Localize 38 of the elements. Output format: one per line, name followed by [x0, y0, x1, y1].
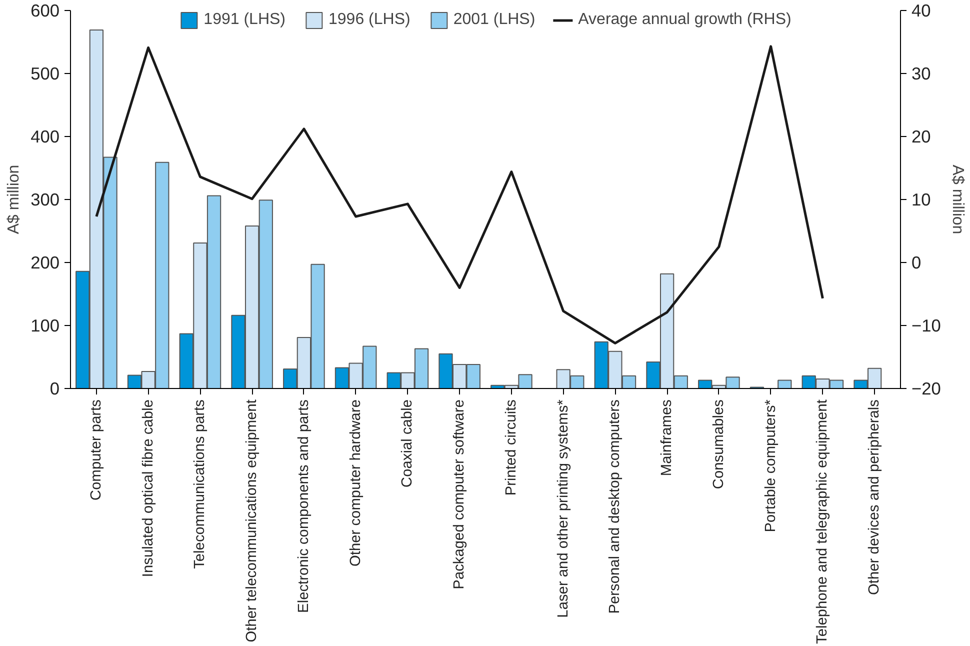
x-tick-label: Packaged computer software	[452, 399, 468, 590]
y-tick-label: 300	[30, 190, 60, 210]
y-tick-label: 200	[30, 252, 60, 272]
x-tick-label: Coaxial cable	[400, 399, 416, 488]
y2-tick-label: 20	[912, 126, 931, 146]
x-tick-label: Telephone and telegraphic equipment	[814, 399, 831, 644]
y2-tick-label: 10	[912, 190, 931, 210]
y2-tick-label: 40	[912, 0, 931, 20]
y-tick-label: 0	[50, 378, 60, 398]
x-tick-label: Other devices and peripherals	[866, 399, 883, 596]
legend-label: Average annual growth (RHS)	[578, 11, 792, 29]
y2-tick-label: 0	[912, 252, 922, 272]
x-tick-label: Laser and other printing systems*	[555, 399, 572, 618]
x-tick-label: Other computer hardware	[348, 399, 364, 566]
x-tick-label: Other telecommunications equipment	[244, 400, 260, 642]
x-tick-label: Computer parts	[88, 399, 104, 501]
y2-tick-label: −10	[912, 316, 941, 336]
y-tick-label: 600	[30, 0, 60, 20]
x-tick-label: Portable computers*	[762, 399, 779, 532]
y-axis-title: A$ million	[6, 164, 23, 234]
y2-axis-title: A$ million	[948, 164, 966, 234]
line-series	[95, 45, 824, 344]
x-tick-label: Insulated optical fibre cable	[140, 399, 156, 578]
y-tick-label: 500	[30, 64, 60, 84]
y-tick-label: 400	[30, 126, 60, 146]
legend-label: 2001 (LHS)	[453, 11, 536, 29]
y-tick-label: 100	[30, 316, 60, 336]
x-tick-label: Telecommunications parts	[192, 399, 208, 569]
legend-label: 1991 (LHS)	[204, 11, 286, 29]
y2-tick-label: 30	[912, 64, 931, 84]
y2-tick-label: −20	[912, 378, 941, 398]
bar	[778, 380, 792, 388]
x-tick-label: Consumables	[710, 399, 727, 490]
x-tick-label: Personal and desktop computers	[607, 399, 624, 614]
x-tick-label: Printed circuits	[503, 399, 520, 496]
legend-label: 1996 (LHS)	[328, 11, 410, 29]
x-tick-label: Electronic components and parts	[296, 399, 312, 613]
x-tick-label: Mainframes	[659, 399, 676, 476]
